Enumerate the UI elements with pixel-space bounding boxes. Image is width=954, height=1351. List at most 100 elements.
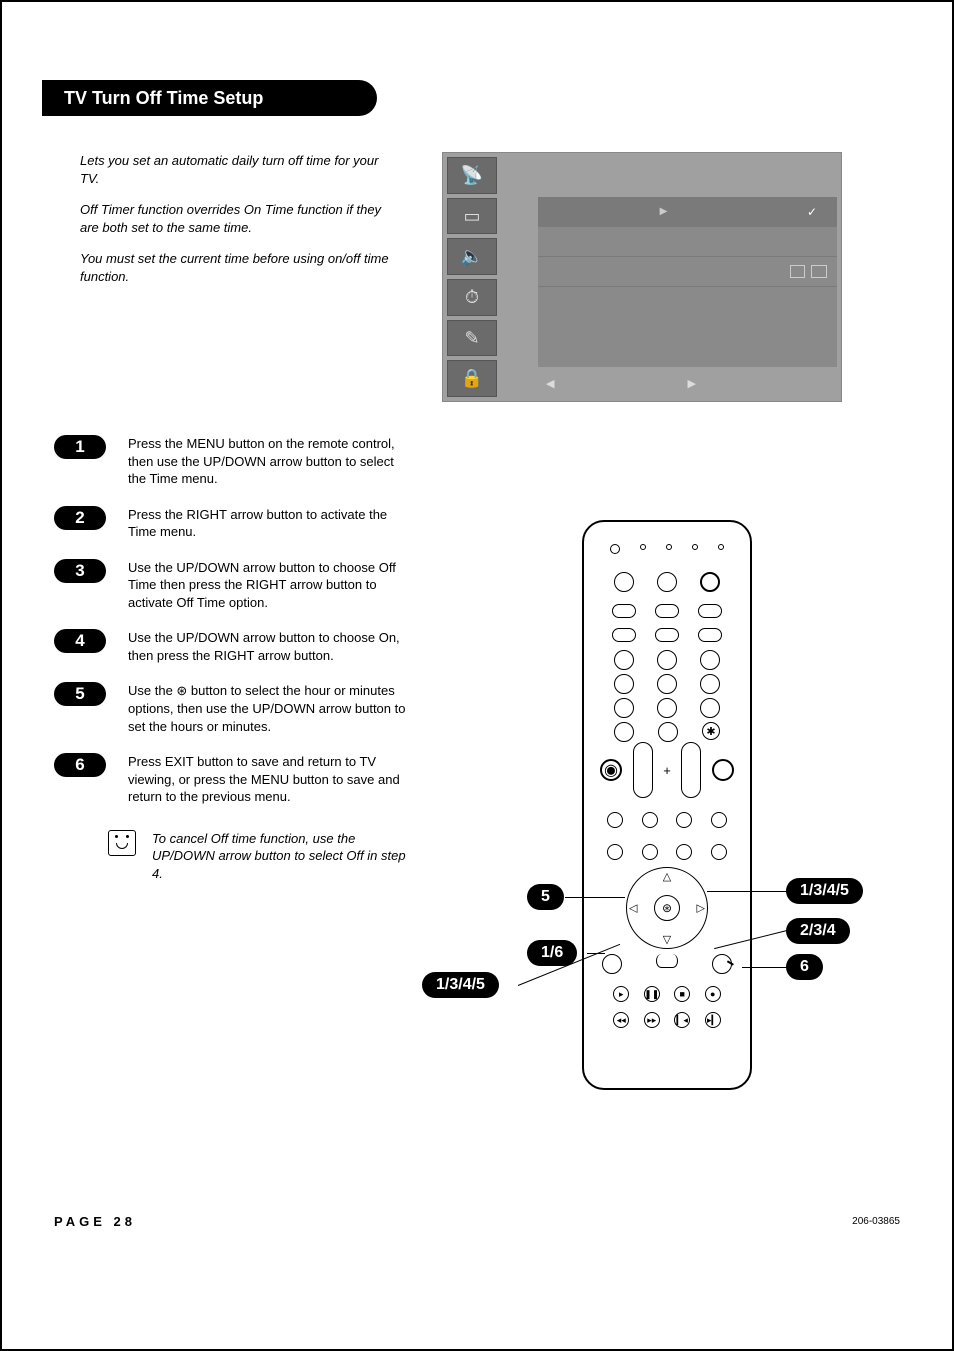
remote-power-button: [700, 572, 720, 592]
osd-icon-picture: ▭: [447, 198, 497, 235]
osd-row: [538, 227, 837, 257]
dpad-up-icon: △: [663, 870, 671, 883]
remote-ok-button: ⊛: [654, 895, 680, 921]
remote-digit-button: [657, 674, 677, 694]
dpad-down-icon: ▽: [663, 933, 671, 946]
remote-digit-button: [614, 722, 634, 742]
step-num-5: 5: [54, 682, 106, 706]
remote-digit-button: [700, 698, 720, 718]
callout-label: 1/6: [541, 944, 563, 961]
intro-p2: Off Timer function overrides On Time fun…: [80, 201, 400, 236]
remote-plus-icon: +: [663, 763, 671, 778]
osd-check-icon: ✓: [807, 205, 827, 219]
remote-exit-button: [712, 954, 732, 974]
callout-1345-left: 1/3/4/5: [422, 972, 499, 998]
exit-arrow-icon: [727, 960, 734, 965]
callout-6: 6: [786, 954, 823, 980]
note-icon: [108, 830, 136, 856]
remote-next-button: ▸▎: [705, 1012, 721, 1028]
remote-button: [612, 628, 636, 642]
content-area: TV Turn Off Time Setup Lets you set an a…: [42, 80, 912, 1199]
remote-rew-button: ◂◂: [613, 1012, 629, 1028]
remote-digit-button: [614, 650, 634, 670]
remote-button: [657, 572, 677, 592]
step-text-6: Press EXIT button to save and return to …: [128, 753, 414, 806]
remote-vol-rocker: [633, 742, 653, 798]
page-number: PAGE 28: [54, 1214, 136, 1229]
dpad-left-icon: ◁: [629, 902, 637, 915]
remote-button: [607, 844, 623, 860]
callout-leader: [565, 897, 625, 898]
remote-body: ✱ ◉ +: [582, 520, 752, 1090]
remote-row: [584, 604, 750, 618]
step-5: 5 Use the ⊛ button to select the hour or…: [54, 682, 414, 735]
remote-mute-button: ◉: [600, 759, 622, 781]
remote-dpad: ⊛ △ ▽ ◁ ▷: [626, 867, 708, 949]
callout-leader: [742, 967, 787, 968]
remote-vol-ch-row: ◉ +: [584, 740, 750, 800]
step-text-5: Use the ⊛ button to select the hour or m…: [128, 682, 414, 735]
step-num-1: 1: [54, 435, 106, 459]
step-text-4: Use the UP/DOWN arrow button to choose O…: [128, 629, 414, 664]
intro-text: Lets you set an automatic daily turn off…: [80, 152, 400, 299]
callout-234: 2/3/4: [786, 918, 850, 944]
osd-row: [538, 257, 837, 287]
remote-button: [711, 812, 727, 828]
intro-p3: You must set the current time before usi…: [80, 250, 400, 285]
remote-digit-button: [657, 698, 677, 718]
osd-arrow-icon: ▶: [660, 206, 676, 217]
step-num-2: 2: [54, 506, 106, 530]
osd-icon-special: ✎: [447, 320, 497, 357]
remote-led-icon: [692, 544, 698, 550]
remote-button: [698, 604, 722, 618]
remote-led-icon: [718, 544, 724, 550]
step-num-6: 6: [54, 753, 106, 777]
remote-button: [655, 628, 679, 642]
remote-diagram: ✱ ◉ +: [382, 520, 922, 1120]
remote-ff-button: ▸▸: [644, 1012, 660, 1028]
remote-numpad-row: [584, 698, 750, 718]
step-3: 3 Use the UP/DOWN arrow button to choose…: [54, 559, 414, 612]
note-text: To cancel Off time function, use the UP/…: [152, 830, 414, 883]
remote-curve-icon: [656, 954, 678, 968]
remote-numpad-row: [584, 650, 750, 670]
remote-button: [698, 628, 722, 642]
callout-5: 5: [527, 884, 564, 910]
remote-play-button: ▸: [613, 986, 629, 1002]
step-6: 6 Press EXIT button to save and return t…: [54, 753, 414, 806]
manual-page: TV Turn Off Time Setup Lets you set an a…: [0, 0, 954, 1351]
osd-body: ▶ ✓: [538, 197, 837, 367]
remote-digit-button: [657, 650, 677, 670]
callout-1345-right: 1/3/4/5: [786, 878, 863, 904]
osd-icon-station: 📡: [447, 157, 497, 194]
section-title: TV Turn Off Time Setup: [42, 80, 377, 116]
callout-label: 6: [800, 958, 809, 975]
step-num-4: 4: [54, 629, 106, 653]
remote-menu-exit-row: [584, 954, 750, 974]
remote-star-button: ✱: [702, 722, 720, 740]
osd-row: ▶ ✓: [538, 197, 837, 227]
step-num-3: 3: [54, 559, 106, 583]
remote-rec-button: ●: [705, 986, 721, 1002]
remote-top-row: [584, 544, 750, 556]
remote-button: [607, 812, 623, 828]
osd-box: [790, 265, 806, 278]
remote-row: [584, 628, 750, 642]
osd-footer: ◀ ▶: [538, 369, 837, 397]
remote-pause-button: ❚❚: [644, 986, 660, 1002]
remote-numpad-row: ✱: [584, 722, 750, 742]
remote-button: [612, 604, 636, 618]
remote-prev-button: ▎◂: [674, 1012, 690, 1028]
remote-button: [711, 844, 727, 860]
step-1: 1 Press the MENU button on the remote co…: [54, 435, 414, 488]
document-number: 206-03865: [852, 1216, 900, 1227]
remote-led-icon: [640, 544, 646, 550]
osd-nav-right: ▶: [688, 377, 696, 390]
osd-icon-column: 📡 ▭ 🔈 ⏱ ✎ 🔒: [447, 157, 497, 397]
remote-sensor-icon: [610, 544, 620, 554]
remote-digit-button: [700, 650, 720, 670]
remote-digit-button: [700, 674, 720, 694]
callout-leader: [707, 891, 787, 892]
note: To cancel Off time function, use the UP/…: [108, 830, 414, 883]
callout-label: 2/3/4: [800, 922, 836, 939]
